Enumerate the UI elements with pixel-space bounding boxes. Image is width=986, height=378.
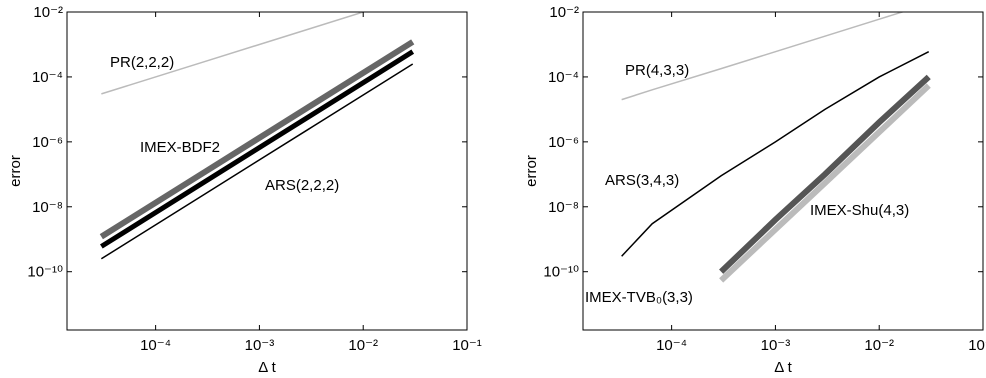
panel: PR(4,3,3) ARS(3,4,3) IMEX-Shu(4,3) IMEX-TVB… bbox=[523, 4, 986, 376]
y-axis-label: error bbox=[7, 155, 24, 187]
x-tick-label: 10⁻³ bbox=[761, 337, 791, 354]
series-line bbox=[719, 83, 931, 283]
x-tick-label: 10⁻⁴ bbox=[140, 337, 171, 354]
y-tick-label: 10⁻⁸ bbox=[32, 199, 63, 216]
x-tick-label: 10⁻² bbox=[864, 337, 894, 354]
axes-box bbox=[582, 11, 984, 331]
series-label: IMEX-TVB₀(3,3) bbox=[585, 289, 693, 306]
y-tick-label: 10⁻⁸ bbox=[548, 199, 579, 216]
panel: PR(2,2,2) IMEX-BDF2 ARS(2,2,2) 10⁻⁴ 10⁻³ 10⁻²… bbox=[7, 4, 482, 376]
y-tick-label: 10⁻⁴ bbox=[548, 69, 579, 86]
series-label: ARS(2,2,2) bbox=[265, 177, 339, 194]
series-line bbox=[99, 39, 415, 240]
x-tick-label: 10⁻³ bbox=[245, 337, 275, 354]
series-label: PR(4,3,3) bbox=[625, 62, 689, 79]
x-axis-label: Δ t bbox=[774, 359, 792, 376]
series-label: IMEX-BDF2 bbox=[140, 139, 220, 156]
plot-area bbox=[67, 12, 467, 330]
series-line bbox=[100, 49, 415, 249]
series-label: PR(2,2,2) bbox=[110, 54, 174, 71]
series-line bbox=[621, 12, 905, 101]
lines bbox=[99, 12, 415, 260]
y-tick-label: 10⁻⁶ bbox=[548, 134, 579, 151]
x-axis-label: Δ t bbox=[258, 359, 276, 376]
y-tick-label: 10⁻¹⁰ bbox=[543, 264, 579, 281]
y-tick-label: 10⁻² bbox=[549, 4, 579, 21]
plot-area bbox=[583, 12, 983, 330]
series-line bbox=[621, 50, 930, 257]
y-tick-label: 10⁻⁶ bbox=[32, 134, 63, 151]
y-tick-label: 10⁻¹⁰ bbox=[27, 264, 63, 281]
x-tick-label: 10⁻² bbox=[348, 337, 378, 354]
lines bbox=[621, 12, 931, 283]
series-label: ARS(3,4,3) bbox=[605, 172, 679, 189]
series-line bbox=[719, 74, 931, 274]
y-axis-label: error bbox=[523, 155, 540, 187]
x-tick-label: 10⁻⁴ bbox=[656, 337, 687, 354]
series-label: IMEX-Shu(4,3) bbox=[810, 202, 909, 219]
x-tick-label: 10⁻¹ bbox=[968, 337, 986, 354]
y-tick-label: 10⁻² bbox=[33, 4, 63, 21]
x-tick-label: 10⁻¹ bbox=[452, 337, 482, 354]
y-tick-label: 10⁻⁴ bbox=[32, 69, 63, 86]
series-line bbox=[101, 12, 366, 95]
axes-box bbox=[66, 11, 468, 331]
series-line bbox=[100, 63, 414, 260]
